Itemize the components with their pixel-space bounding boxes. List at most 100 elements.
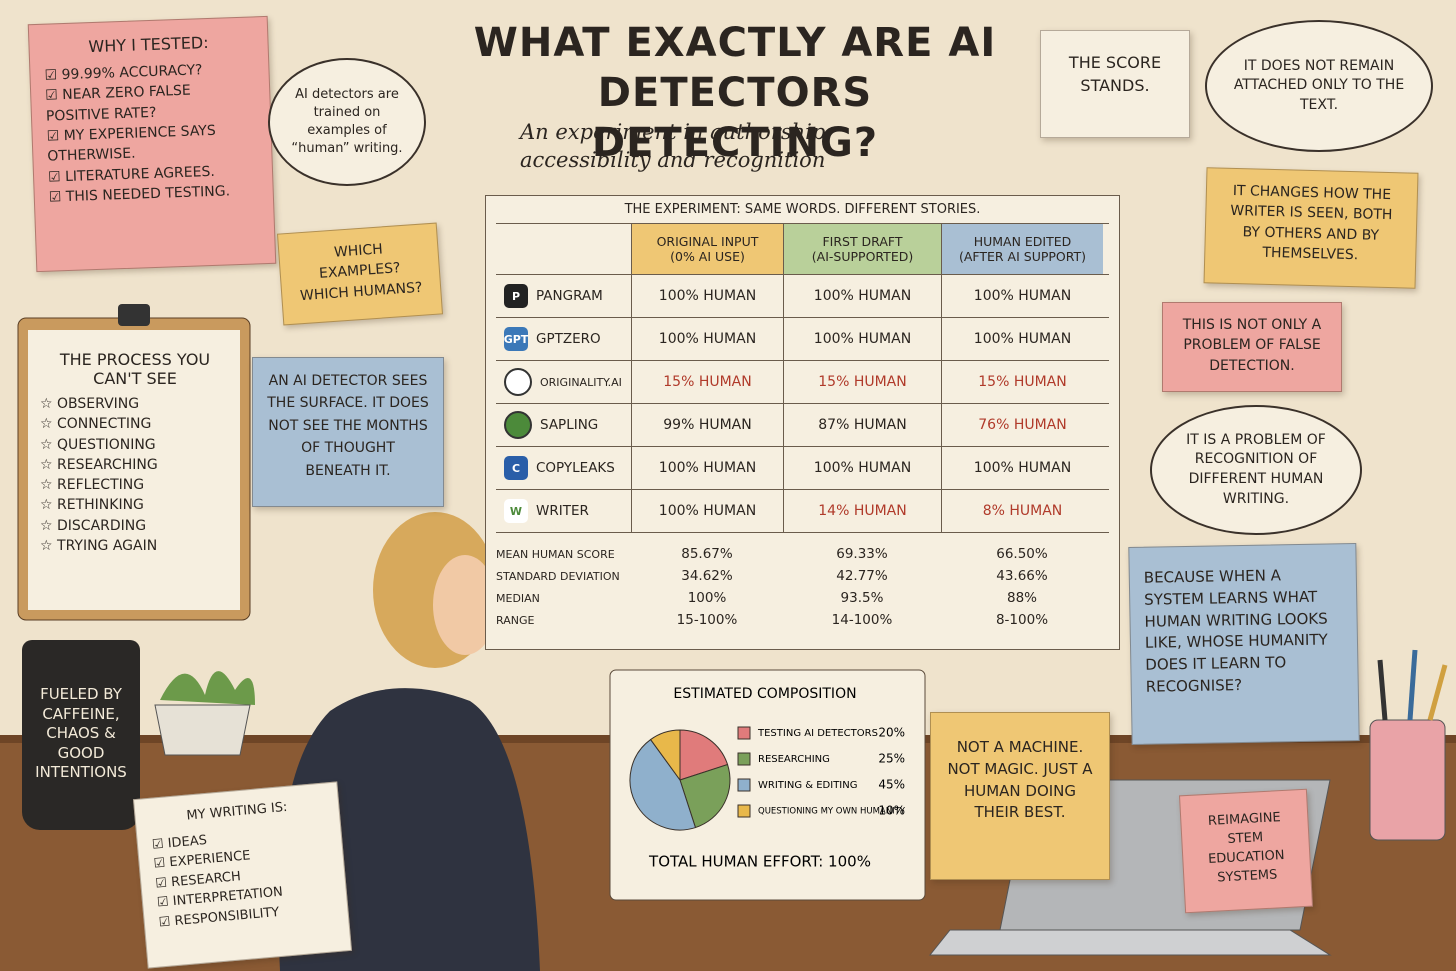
detector-name: WRITER [536, 503, 589, 519]
subtitle: An experiment in authorship, accessibili… [520, 120, 832, 173]
legend-swatch [737, 778, 751, 792]
pie-slice [629, 738, 697, 831]
stat-value: 88% [1006, 590, 1037, 606]
table-row: P PANGRAM 100% HUMAN 100% HUMAN 100% HUMAN [496, 275, 1109, 318]
table-row: ORIGINALITY.AI 15% HUMAN 15% HUMAN 15% HUMA… [496, 361, 1109, 404]
detector-cell: P PANGRAM [496, 275, 631, 317]
person-face [433, 555, 497, 655]
detector-cell: SAPLING [496, 404, 631, 446]
experiment-table: THE EXPERIMENT: SAME WORDS. DIFFERENT ST… [485, 195, 1120, 650]
column-name: HUMAN EDITED [973, 234, 1072, 249]
list-item: DISCARDING [40, 516, 230, 536]
process-title: THE PROCESS YOU CAN'T SEE [59, 350, 211, 388]
score-cell: 100% HUMAN [631, 318, 783, 360]
column-header: ORIGINAL INPUT (0% AI USE) [631, 224, 783, 274]
table-caption: THE EXPERIMENT: SAME WORDS. DIFFERENT ST… [624, 202, 981, 217]
list-item: RESEARCHING [40, 455, 230, 475]
which-note: WHICH EXAMPLES? WHICH HUMANS? [276, 222, 444, 326]
score-cell: 100% HUMAN [941, 275, 1103, 317]
score-cell: 87% HUMAN [783, 404, 941, 446]
title: WHAT EXACTLY ARE AI DETECTORS DETECTING? [473, 20, 997, 166]
detector-icon [504, 411, 532, 439]
column-header: FIRST DRAFT (AI-SUPPORTED) [783, 224, 941, 274]
score-cell: 15% HUMAN [631, 361, 783, 403]
column-sub: (AI-SUPPORTED) [811, 249, 914, 264]
stat-label: STANDARD DEVIATION [496, 569, 620, 583]
stat-row: MEDIAN 100% 93.5% 88% [496, 587, 1109, 609]
column-name: FIRST DRAFT [822, 234, 903, 249]
stat-row: RANGE 15-100% 14-100% 8-100% [496, 609, 1109, 631]
note-title: WHY I TESTED: [88, 32, 209, 57]
list-item: RETHINKING [40, 495, 230, 515]
stat-label: RANGE [496, 613, 535, 627]
stat-value: 43.66% [996, 568, 1048, 584]
detector-name: COPYLEAKS [536, 460, 615, 476]
value-label: 10% [878, 804, 905, 818]
pie-slice [679, 729, 729, 781]
table-row: GPT GPTZERO 100% HUMAN 100% HUMAN 100% HUMAN [496, 318, 1109, 361]
stat-value: 69.33% [836, 546, 888, 562]
chart-annotation: TOTAL HUMAN EFFORT: 100% [648, 853, 871, 871]
score-cell: 100% HUMAN [941, 318, 1103, 360]
detector-icon: GPT [504, 327, 528, 351]
table-stats: MEAN HUMAN SCORE 85.67% 69.33% 66.50% STANDA… [496, 543, 1109, 631]
stat-value: 42.77% [836, 568, 888, 584]
score-cell: 15% HUMAN [783, 361, 941, 403]
stat-value: 8-100% [995, 612, 1049, 628]
writer-seen-note: IT CHANGES HOW THE WRITER IS SEEN, BOTH … [1203, 167, 1419, 289]
detector-icon: P [504, 284, 528, 308]
training-cloud: AI detectors are trained on examples of … [268, 58, 426, 186]
detector-cell: ORIGINALITY.AI [496, 361, 631, 403]
list-item: TRYING AGAIN [40, 536, 230, 556]
mug: FUELED BY CAFFEINE, CHAOS & GOOD INTENTI… [22, 640, 140, 830]
stat-value: 15-100% [676, 612, 738, 628]
detector-name: PANGRAM [536, 288, 603, 304]
score-cell: 99% HUMAN [631, 404, 783, 446]
pie-slice [679, 763, 731, 829]
table-row: C COPYLEAKS 100% HUMAN 100% HUMAN 100% HUMAN [496, 447, 1109, 490]
score-cell: 14% HUMAN [783, 490, 941, 532]
laptop-base [928, 929, 1332, 956]
legend-label: RESEARCHING [758, 754, 830, 765]
why-list: 99.99% ACCURACY?NEAR ZERO FALSE POSITIVE… [44, 59, 259, 208]
list-item: QUESTIONING [40, 435, 230, 455]
plant [160, 671, 255, 705]
score-cell: 100% HUMAN [631, 275, 783, 317]
detector-name: SAPLING [540, 417, 599, 433]
detector-icon: C [504, 456, 528, 480]
table-row: SAPLING 99% HUMAN 87% HUMAN 76% HUMAN [496, 404, 1109, 447]
recognition-cloud: IT IS A PROBLEM OF RECOGNITION OF DIFFER… [1150, 405, 1362, 535]
score-cell: 76% HUMAN [941, 404, 1103, 446]
pencil-cup [1369, 719, 1446, 841]
table-body: P PANGRAM 100% HUMAN 100% HUMAN 100% HUMAN GP… [496, 275, 1109, 533]
score-cell: 100% HUMAN [783, 318, 941, 360]
pot [154, 704, 251, 756]
column-name: ORIGINAL INPUT [656, 234, 759, 249]
header-blank [496, 224, 631, 274]
legend-label: TESTING AI DETECTORS [757, 728, 878, 739]
machine-note: NOT A MACHINE. NOT MAGIC. JUST A HUMAN D… [930, 712, 1110, 880]
detector-name: GPTZERO [536, 331, 601, 347]
pencil [1427, 664, 1448, 721]
legend-label: QUESTIONING MY OWN HUMANITY [758, 807, 906, 817]
why-tested-note: WHY I TESTED: 99.99% ACCURACY?NEAR ZERO … [27, 15, 277, 273]
pie-chart: ESTIMATED COMPOSITION TESTING AI DETECTOR… [629, 686, 906, 871]
column-sub: (AFTER AI SUPPORT) [958, 249, 1087, 264]
pencil [1377, 659, 1388, 721]
table-row: W WRITER 100% HUMAN 14% HUMAN 8% HUMAN [496, 490, 1109, 533]
score-cell: 100% HUMAN [941, 447, 1103, 489]
detector-cell: W WRITER [496, 490, 631, 532]
value-label: 45% [878, 778, 905, 792]
legend-label: WRITING & EDITING [758, 780, 857, 791]
stat-label: MEDIAN [496, 591, 540, 605]
column-sub: (0% AI USE) [670, 249, 745, 264]
clip [118, 304, 150, 326]
right-cloud: IT DOES NOT REMAIN ATTACHED ONLY TO THE … [1205, 20, 1433, 152]
writing-notebook: MY WRITING IS: IDEASEXPERIENCERESEARCHIN… [132, 781, 353, 969]
score-cell: 100% HUMAN [631, 490, 783, 532]
value-label: 20% [878, 726, 905, 740]
stat-row: MEAN HUMAN SCORE 85.67% 69.33% 66.50% [496, 543, 1109, 565]
stat-label: MEAN HUMAN SCORE [496, 547, 615, 561]
list-item: CONNECTING [40, 414, 230, 434]
